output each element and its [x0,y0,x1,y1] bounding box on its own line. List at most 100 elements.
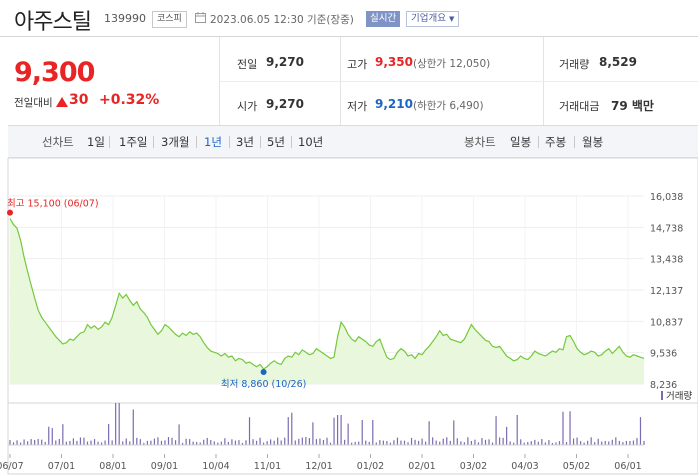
period-5y[interactable]: 5년 [267,135,285,149]
volume-bar [62,424,64,445]
low-label: 저가 [347,100,368,113]
volume-bar [238,440,240,445]
volume-bar [266,441,268,445]
x-tick-label: 05/02 [563,461,590,472]
volume-bar [305,437,307,445]
candle-weekly[interactable]: 주봉 [545,135,567,149]
volume-bar [534,439,536,445]
volume-bar [252,439,254,445]
volume-bar [340,415,342,445]
volume-bar [361,419,363,445]
volume-bar [551,442,554,445]
stock-name: 아주스틸 [14,10,92,35]
volume-bar [125,438,127,445]
volume-bars [8,403,645,446]
volume-value: 8,529 [599,55,637,69]
prev-close-value: 9,270 [266,55,304,69]
high-marker [7,209,13,216]
volume-bar [146,440,148,445]
candle-monthly[interactable]: 월봉 [582,135,604,149]
period-10y[interactable]: 10년 [298,135,324,149]
volume-bar [143,442,145,445]
volume-bar [622,442,624,445]
period-1y-selected[interactable]: 1년 [204,135,222,149]
volume-bar [83,437,85,445]
volume-bar [280,440,282,445]
volume-legend-swatch [661,391,663,400]
volume-bar [111,440,113,445]
volume-bar [530,441,532,445]
volume-bar [312,422,314,445]
volume-bar [270,439,272,445]
divider [196,136,197,148]
x-tick-label: 03/02 [460,461,487,472]
volume-bar [9,440,11,445]
volume-bar [86,441,89,445]
high-label: 고가 [347,58,368,71]
period-3y[interactable]: 3년 [236,135,254,149]
x-tick-label: 04/03 [511,461,538,472]
volume-bar [273,440,275,445]
volume-bar [643,440,645,445]
volume-bar [97,441,99,445]
divider [220,81,698,82]
x-tick-label: 06/01 [614,461,641,472]
x-tick-label: 01/02 [357,461,384,472]
volume-bar [354,441,356,445]
volume-bar [481,438,483,445]
volume-bar [167,437,170,445]
volume-bar [520,439,522,445]
volume-bar [185,438,187,445]
volume-bar [333,417,335,445]
volume-bar [129,441,131,445]
divider [291,136,292,148]
period-1d[interactable]: 1일 [87,135,105,149]
divider [260,136,261,148]
volume-bar [100,442,103,445]
volume-bar [375,442,377,445]
volume-bar [491,442,494,445]
price-chart[interactable]: 16,038 14,738 13,438 12,137 10,837 9,536 8,236… [0,158,698,475]
volume-bar [608,441,610,445]
volume-bar [178,424,180,445]
volume-bar [122,441,124,445]
volume-bar [90,440,92,445]
stock-header: 아주스틸 139990 코스피 2023.06.05 12:30 기준(장중) … [0,0,698,36]
volume-bar [104,440,106,445]
volume-bar [118,403,120,445]
x-tick-label: 02/01 [408,461,435,472]
y-tick-label: 8,236 [650,380,677,391]
volume-bar [55,440,57,445]
volume-bar [277,437,279,445]
volume-bar [618,440,620,445]
volume-bar [189,439,191,445]
realtime-button[interactable]: 실시간 [366,11,401,27]
divider [229,136,230,148]
volume-bar [41,439,43,445]
company-overview-button[interactable]: 기업개요 ▼ [406,11,460,27]
divider [574,136,575,148]
volume-bar [580,441,582,445]
period-1w[interactable]: 1주일 [119,135,148,149]
lower-limit: (하한가 6,490) [413,100,484,112]
price-line [9,218,645,370]
candle-daily[interactable]: 일봉 [510,135,532,149]
period-3m[interactable]: 3개월 [161,135,190,149]
volume-bar [344,439,346,445]
volume-bar [516,415,518,445]
volume-bar [421,438,423,445]
volume-bar [396,437,399,445]
volume-bar [583,442,585,445]
volume-bar [604,441,606,445]
volume-bar [160,440,163,445]
open-label: 시가 [237,100,258,113]
volume-bar [587,440,589,445]
volume-bar [632,440,635,445]
volume-bar [449,440,451,445]
volume-bar [79,437,82,445]
volume-bar [365,440,367,445]
volume-bar [217,442,219,445]
x-axis-labels: 06/07 07/01 08/01 09/01 10/04 11/01 12/01 01/02… [0,461,642,472]
volume-bar [439,441,441,445]
volume-bar [389,442,391,445]
